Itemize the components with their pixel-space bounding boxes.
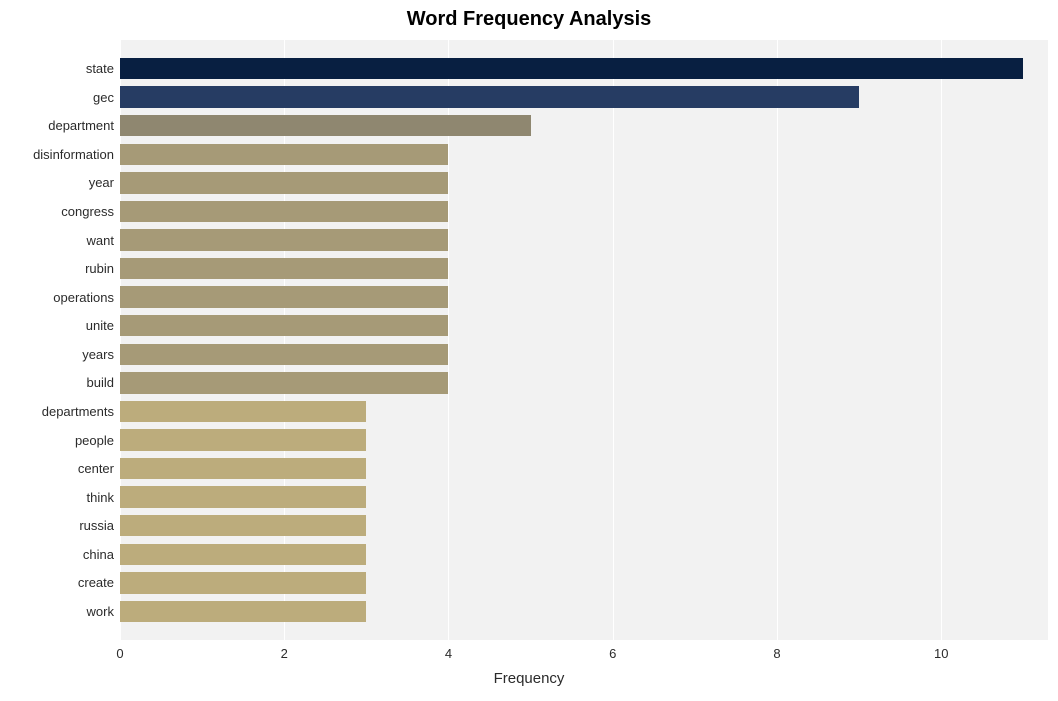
y-tick-label: build <box>87 376 114 389</box>
y-tick-label: disinformation <box>33 148 114 161</box>
plot-padding-bottom <box>120 626 1048 640</box>
y-tick-label: rubin <box>85 262 114 275</box>
y-tick-label: year <box>89 176 114 189</box>
y-tick-label: departments <box>42 405 114 418</box>
y-tick-label: want <box>87 234 114 247</box>
chart-container: Word Frequency Analysis Frequency state g… <box>0 0 1058 701</box>
bar <box>120 315 448 336</box>
y-tick-label: department <box>48 119 114 132</box>
y-tick-label: operations <box>53 291 114 304</box>
bar <box>120 201 448 222</box>
x-tick-label: 2 <box>281 646 288 661</box>
y-tick-label: gec <box>93 91 114 104</box>
bar <box>120 458 366 479</box>
gridline <box>777 40 778 640</box>
x-tick-label: 10 <box>934 646 948 661</box>
bar <box>120 58 1023 79</box>
bar <box>120 572 366 593</box>
y-tick-label: congress <box>61 205 114 218</box>
y-tick-label: china <box>83 548 114 561</box>
bar <box>120 172 448 193</box>
chart-title: Word Frequency Analysis <box>0 8 1058 31</box>
x-tick-label: 0 <box>116 646 123 661</box>
bar <box>120 115 531 136</box>
plot-padding-top <box>120 40 1048 54</box>
bar <box>120 144 448 165</box>
bar <box>120 486 366 507</box>
x-tick-label: 4 <box>445 646 452 661</box>
y-tick-label: create <box>78 576 114 589</box>
x-tick-label: 8 <box>773 646 780 661</box>
gridline <box>941 40 942 640</box>
y-tick-label: unite <box>86 319 114 332</box>
y-tick-label: people <box>75 434 114 447</box>
x-tick-label: 6 <box>609 646 616 661</box>
y-tick-label: work <box>87 605 114 618</box>
y-tick-label: state <box>86 62 114 75</box>
bar <box>120 372 448 393</box>
bar <box>120 229 448 250</box>
y-tick-label: russia <box>79 519 114 532</box>
bar <box>120 429 366 450</box>
bar <box>120 401 366 422</box>
bar <box>120 286 448 307</box>
y-tick-label: center <box>78 462 114 475</box>
x-axis-label: Frequency <box>0 670 1058 687</box>
bar <box>120 544 366 565</box>
y-tick-label: years <box>82 348 114 361</box>
bar <box>120 344 448 365</box>
gridline <box>613 40 614 640</box>
y-tick-label: think <box>87 491 114 504</box>
bar <box>120 86 859 107</box>
bar <box>120 601 366 622</box>
bar <box>120 515 366 536</box>
bar <box>120 258 448 279</box>
plot-area <box>120 40 1048 640</box>
